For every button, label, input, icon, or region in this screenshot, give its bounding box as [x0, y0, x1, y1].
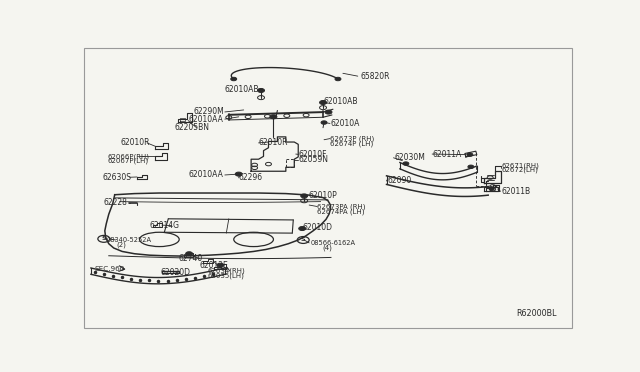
Text: S: S [102, 236, 106, 241]
Text: 62020D: 62020D [161, 268, 190, 277]
Circle shape [403, 162, 409, 165]
Text: 62673PA (RH): 62673PA (RH) [317, 203, 365, 210]
Circle shape [186, 252, 193, 256]
Circle shape [335, 77, 341, 81]
Text: 62034(RH): 62034(RH) [208, 268, 246, 274]
Text: (2): (2) [116, 242, 126, 248]
Text: 62010AA: 62010AA [189, 115, 224, 124]
Circle shape [299, 227, 306, 231]
Text: 08566-6162A: 08566-6162A [310, 240, 356, 246]
Text: 62067P(LH): 62067P(LH) [108, 157, 148, 164]
Text: 62228: 62228 [104, 198, 128, 207]
Text: 08340-5252A: 08340-5252A [106, 237, 151, 243]
Text: (4): (4) [322, 245, 332, 251]
Text: 62010AB: 62010AB [224, 84, 259, 93]
Text: 62205BN: 62205BN [174, 123, 209, 132]
Circle shape [270, 115, 277, 119]
Circle shape [217, 263, 224, 267]
Text: R62000BL: R62000BL [516, 309, 557, 318]
Circle shape [236, 172, 242, 176]
Text: 62740: 62740 [178, 254, 202, 263]
Text: 62030M: 62030M [395, 153, 426, 162]
Circle shape [467, 153, 473, 156]
Circle shape [468, 165, 474, 169]
Text: 62011B: 62011B [502, 187, 531, 196]
Text: 62011A: 62011A [432, 150, 461, 158]
Circle shape [325, 110, 332, 114]
Text: 62010R: 62010R [259, 138, 288, 147]
Text: 62035(LH): 62035(LH) [208, 273, 245, 279]
Text: 62672(LH): 62672(LH) [502, 167, 538, 173]
Text: 62674P (LH): 62674P (LH) [330, 140, 374, 147]
Text: 62630S: 62630S [102, 173, 131, 182]
Text: 62673P (RH): 62673P (RH) [330, 135, 375, 142]
Text: 62066P(RH): 62066P(RH) [108, 153, 149, 160]
Text: 62010AA: 62010AA [189, 170, 224, 179]
Circle shape [489, 187, 494, 190]
Circle shape [321, 121, 327, 124]
Text: 62059N: 62059N [298, 155, 328, 164]
Circle shape [319, 100, 326, 105]
Text: 65820R: 65820R [360, 72, 390, 81]
Text: 62014G: 62014G [150, 221, 179, 230]
Text: S: S [301, 237, 305, 243]
Text: 62010R: 62010R [121, 138, 150, 147]
Text: 62674PA (LH): 62674PA (LH) [317, 208, 365, 215]
Text: 62290M: 62290M [193, 108, 224, 116]
Text: 62090: 62090 [388, 176, 412, 185]
Text: 62296: 62296 [239, 173, 263, 182]
Circle shape [231, 77, 237, 81]
Circle shape [301, 194, 308, 198]
Text: 62671(RH): 62671(RH) [502, 162, 540, 169]
Text: 62010AB: 62010AB [323, 97, 358, 106]
Text: 62012E: 62012E [199, 261, 228, 270]
Text: SEC.960: SEC.960 [95, 266, 125, 272]
Text: 62010P: 62010P [308, 191, 337, 201]
Text: 62010F: 62010F [298, 150, 327, 159]
Text: 62010D: 62010D [302, 224, 332, 232]
Circle shape [257, 89, 264, 93]
Text: 62010A: 62010A [330, 119, 360, 128]
